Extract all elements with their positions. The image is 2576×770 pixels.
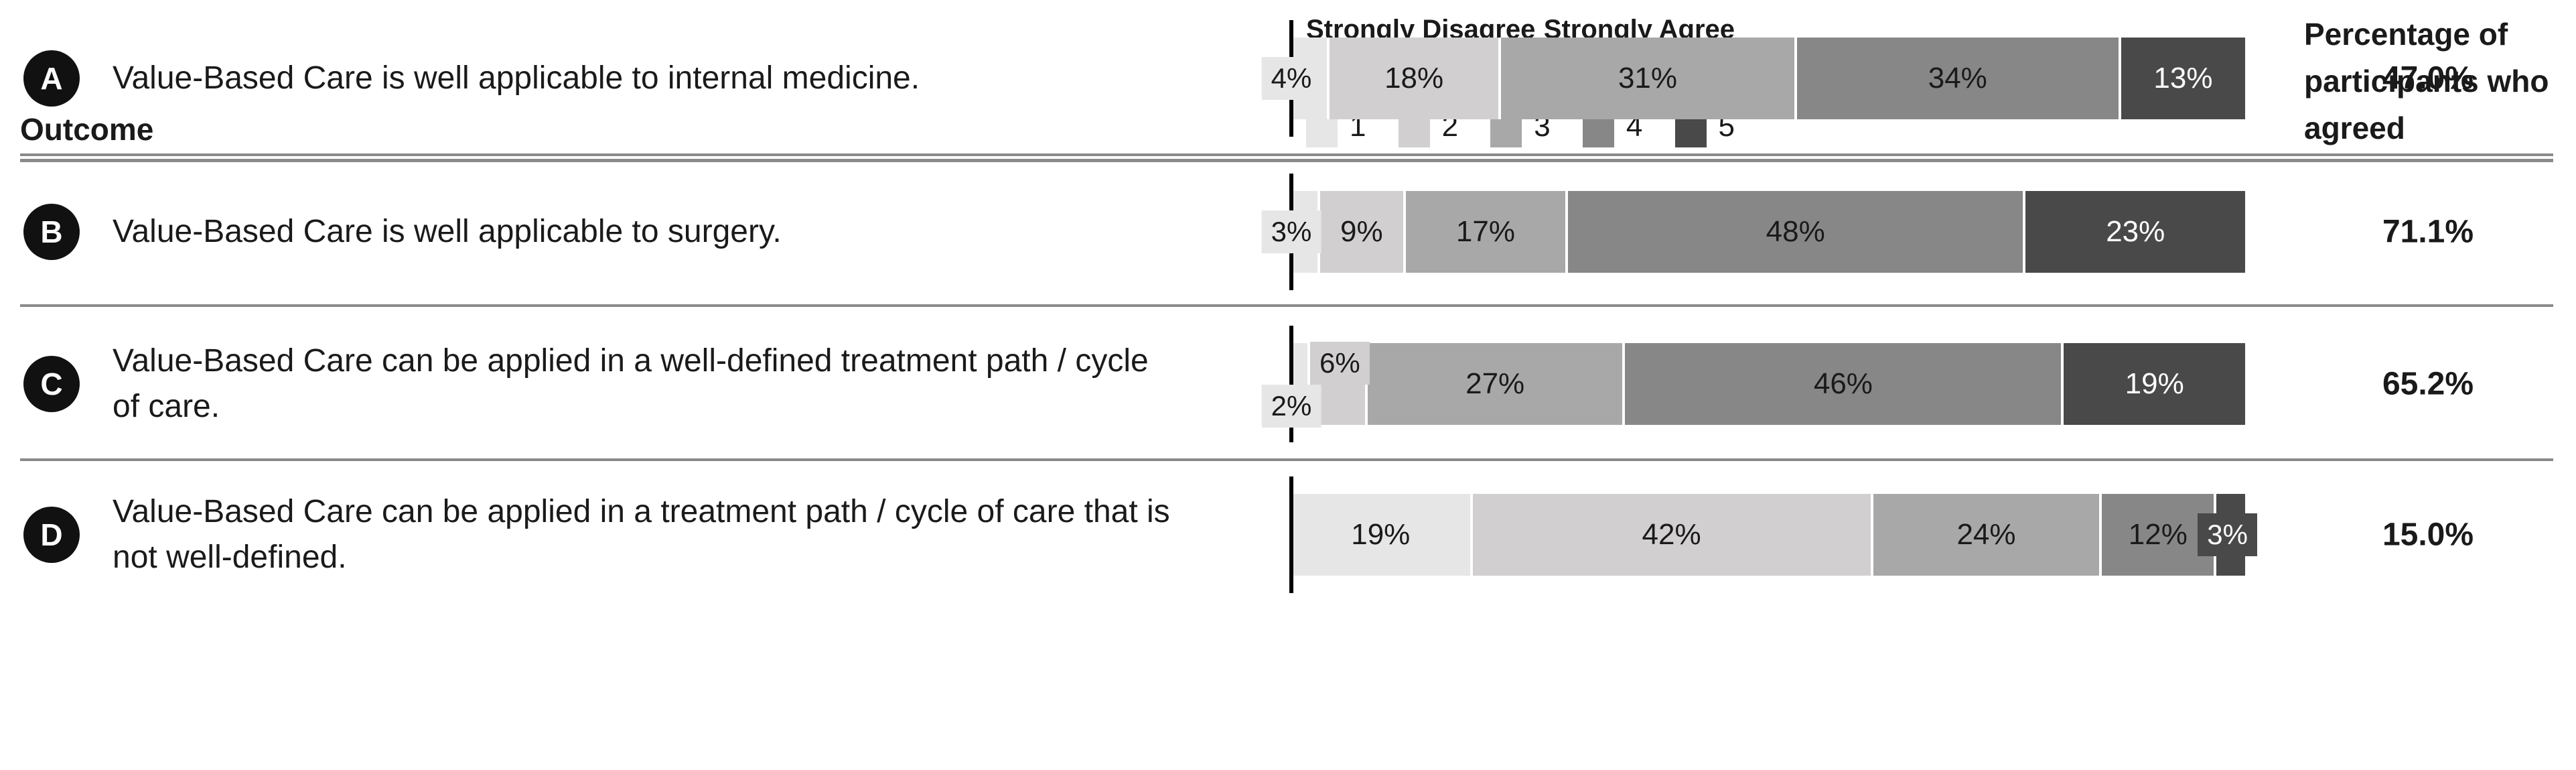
- segment-label: 18%: [1384, 61, 1444, 94]
- bar-segment-2: 42%: [1472, 493, 1873, 576]
- segment-label: 46%: [1813, 367, 1873, 400]
- row-divider: [20, 458, 2553, 461]
- bar-segment-5: 23%: [2025, 190, 2245, 273]
- segment-label: 19%: [2125, 367, 2184, 400]
- segment-label: 24%: [1956, 517, 2016, 551]
- bar-segment-2: 9%: [1319, 190, 1406, 273]
- segment-label: 48%: [1766, 214, 1825, 248]
- bar-segment-5: 13%: [2121, 37, 2245, 119]
- agreed-percentage-d: 15.0%: [2382, 517, 2474, 552]
- stacked-bar-c: 27% 46% 19%: [1291, 343, 2245, 425]
- percentage-column-header: Percentage of participants who agreed: [2304, 17, 2549, 145]
- axis-line: [1289, 326, 1293, 442]
- bar-segment-4: 48%: [1567, 190, 2026, 273]
- outcome-text-a: Value-Based Care is well applicable to i…: [113, 60, 920, 96]
- row-divider: [20, 304, 2553, 307]
- badge-letter: B: [40, 214, 63, 249]
- segment-label: 17%: [1455, 214, 1515, 248]
- segment-label-chip: 3%: [2198, 513, 2257, 556]
- segment-label: 42%: [1642, 517, 1701, 551]
- badge-letter: D: [40, 517, 63, 552]
- bar-segment-1: 19%: [1291, 493, 1473, 576]
- bar-segment-4: 46%: [1625, 343, 2064, 425]
- outcome-badge-a: A: [23, 50, 80, 107]
- bar-segment-4: 34%: [1796, 37, 2121, 119]
- segment-label: 31%: [1618, 61, 1678, 94]
- agreed-percentage-a: 47.0%: [2382, 60, 2474, 96]
- segment-label-chip: 3%: [1261, 210, 1321, 253]
- outcome-row-b: B Value-Based Care is well applicable to…: [0, 156, 2576, 307]
- segment-label: 27%: [1465, 367, 1525, 400]
- bar-segment-3: 27%: [1367, 343, 1626, 425]
- bar-segment-3: 17%: [1405, 190, 1568, 273]
- segment-label: 19%: [1351, 517, 1411, 551]
- outcome-row-a: A Value-Based Care is well applicable to…: [0, 0, 2576, 156]
- outcome-text-b: Value-Based Care is well applicable to s…: [113, 213, 782, 249]
- bar-segment-5: 19%: [2064, 343, 2245, 425]
- badge-letter: C: [40, 367, 63, 401]
- agreed-percentage-b: 71.1%: [2382, 214, 2474, 249]
- row-divider: [20, 153, 2553, 156]
- outcome-text-d: Value-Based Care can be applied in a tre…: [113, 493, 1170, 575]
- bar-area-d: 19% 42% 24% 12% 3%: [1289, 476, 2257, 593]
- stacked-bar-b: 9% 17% 48% 23%: [1291, 190, 2245, 273]
- segment-label: 9%: [1340, 214, 1383, 248]
- bar-area-c: 27% 46% 19% 6% 2%: [1261, 326, 2245, 442]
- segment-label-chip: 2%: [1261, 385, 1321, 428]
- bar-segment-4: 12%: [2102, 493, 2217, 576]
- segment-label-chip: 6%: [1310, 342, 1370, 385]
- agreed-percentage-c: 65.2%: [2382, 366, 2474, 402]
- badge-letter: A: [40, 60, 63, 96]
- segment-label: 12%: [2128, 517, 2188, 551]
- segment-label-chip: 4%: [1261, 56, 1321, 100]
- stacked-bar-a: 18% 31% 34% 13%: [1291, 37, 2245, 119]
- outcome-badge-b: B: [23, 203, 80, 260]
- header-divider: [20, 159, 2553, 162]
- outcome-badge-c: C: [23, 356, 80, 412]
- bar-segment-3: 24%: [1873, 493, 2102, 576]
- outcome-row-d: D Value-Based Care can be applied in a t…: [0, 461, 2576, 608]
- segment-label: 34%: [1928, 61, 1987, 94]
- bar-area-b: 9% 17% 48% 23% 3%: [1261, 173, 2245, 290]
- axis-line: [1289, 476, 1293, 593]
- stacked-bar-d: 19% 42% 24% 12%: [1291, 493, 2245, 576]
- bar-segment-2: 18%: [1329, 37, 1502, 119]
- outcome-text-c: Value-Based Care can be applied in a wel…: [113, 343, 1149, 424]
- outcome-badge-d: D: [23, 506, 80, 563]
- outcome-row-c: C Value-Based Care can be applied in a w…: [0, 307, 2576, 461]
- bar-segment-3: 31%: [1501, 37, 1797, 119]
- segment-label: 23%: [2106, 214, 2165, 248]
- outcome-column-header: Outcome: [20, 112, 154, 147]
- segment-label: 13%: [2153, 61, 2213, 94]
- bar-area-a: 18% 31% 34% 13% 4%: [1261, 19, 2245, 137]
